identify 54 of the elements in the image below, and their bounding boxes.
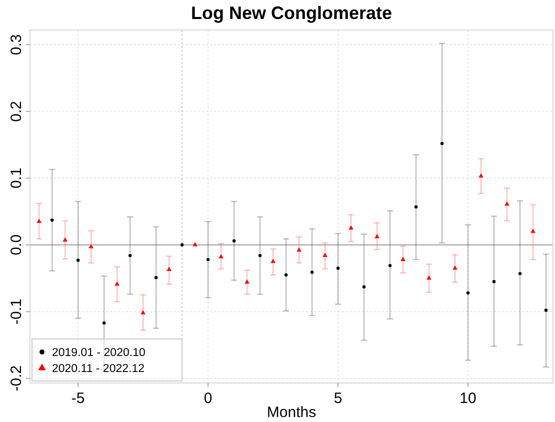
point [440, 142, 444, 146]
x-tick-label: 0 [204, 390, 212, 407]
point [128, 254, 132, 258]
point [36, 218, 42, 223]
y-tick-label: 0.1 [8, 168, 25, 189]
point [62, 237, 68, 242]
point [296, 247, 302, 252]
point [244, 279, 250, 284]
y-tick-label: 0.3 [8, 34, 25, 56]
point [518, 272, 522, 276]
legend-label: 2020.11 - 2022.12 [52, 363, 145, 375]
point [348, 225, 354, 230]
point [206, 258, 210, 262]
point [544, 308, 548, 312]
point [336, 266, 340, 270]
x-axis-title: Months [266, 404, 316, 421]
y-tick-label: -0.1 [8, 298, 25, 325]
point [452, 265, 458, 270]
y-tick-label: 0.2 [8, 100, 25, 122]
point [466, 291, 470, 295]
legend-label: 2019.01 - 2020.10 [52, 347, 146, 359]
point [102, 321, 106, 325]
point [322, 252, 328, 257]
point [76, 258, 80, 262]
point [530, 228, 536, 233]
point [180, 243, 184, 246]
point [504, 201, 510, 206]
point [492, 280, 496, 284]
point [114, 281, 120, 286]
point [374, 234, 380, 238]
point [218, 254, 224, 258]
x-tick-label: 10 [460, 390, 476, 407]
point [270, 258, 276, 263]
point [154, 276, 158, 280]
point [140, 310, 146, 314]
x-tick-label: -5 [71, 390, 85, 407]
point [232, 239, 236, 242]
point [284, 273, 288, 276]
point [362, 285, 366, 289]
point [414, 205, 418, 208]
point [478, 173, 484, 178]
point [388, 264, 392, 268]
point [310, 270, 314, 274]
y-tick-label: -0.2 [8, 365, 25, 392]
y-tick-label: 0.0 [8, 234, 25, 256]
point [50, 218, 54, 222]
point [192, 242, 198, 246]
point [426, 275, 432, 280]
point [400, 256, 406, 261]
chart-title: Log New Conglomerate [190, 3, 392, 23]
point [166, 266, 172, 271]
x-tick-label: 5 [334, 390, 342, 407]
point [258, 254, 262, 258]
point [88, 244, 94, 248]
